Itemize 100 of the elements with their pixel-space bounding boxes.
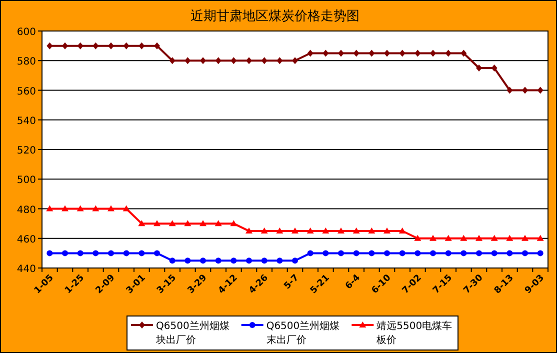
point xyxy=(444,234,452,241)
legend-label: Q6500兰州烟煤末出厂价 xyxy=(266,320,340,346)
point xyxy=(184,258,191,264)
point xyxy=(322,227,330,234)
point xyxy=(261,258,268,264)
point xyxy=(123,42,130,50)
point xyxy=(398,227,406,234)
point xyxy=(92,250,99,256)
point xyxy=(276,57,283,64)
point xyxy=(292,227,298,234)
point xyxy=(414,250,421,256)
point xyxy=(138,42,145,50)
point xyxy=(430,50,436,57)
point xyxy=(92,42,99,50)
point xyxy=(522,250,528,256)
point xyxy=(445,50,452,57)
point xyxy=(138,220,146,226)
y-tick-label: 500 xyxy=(16,175,36,186)
point xyxy=(276,227,284,234)
legend-label: 靖远5500电煤车板价 xyxy=(376,320,452,346)
point xyxy=(322,250,329,256)
point xyxy=(46,42,53,50)
point xyxy=(414,234,422,241)
point xyxy=(384,250,390,256)
point xyxy=(154,42,160,50)
point xyxy=(76,205,84,212)
point xyxy=(215,258,222,264)
point xyxy=(62,250,68,256)
point xyxy=(169,258,176,264)
point xyxy=(414,50,421,57)
point xyxy=(368,250,375,256)
point xyxy=(491,250,498,256)
point xyxy=(246,258,252,264)
point xyxy=(338,250,344,256)
point xyxy=(460,50,467,57)
point xyxy=(154,250,160,256)
point xyxy=(108,250,114,256)
point xyxy=(460,234,468,241)
point xyxy=(353,50,360,57)
point xyxy=(77,42,84,50)
legend-label: Q6500兰州烟煤块出厂价 xyxy=(155,320,230,346)
y-tick-label: 460 xyxy=(16,234,36,246)
point xyxy=(46,250,53,256)
point xyxy=(491,64,498,72)
point xyxy=(184,220,192,226)
y-tick-label: 580 xyxy=(16,56,36,68)
point xyxy=(292,57,298,64)
title: 近期甘肃地区煤炭价格走势图 xyxy=(190,9,360,24)
point xyxy=(276,258,283,264)
point xyxy=(154,220,160,226)
point xyxy=(92,205,100,212)
point xyxy=(506,250,513,256)
x-tick-label: 5-7 xyxy=(282,273,302,292)
point xyxy=(62,42,68,50)
point xyxy=(490,234,498,241)
point xyxy=(430,250,436,256)
point xyxy=(123,250,130,256)
point xyxy=(445,250,452,256)
y-tick-label: 540 xyxy=(16,116,36,127)
y-tick-label: 440 xyxy=(16,264,36,275)
y-tick-label: 600 xyxy=(16,27,36,38)
point xyxy=(62,205,68,212)
point xyxy=(368,50,375,57)
point xyxy=(307,50,314,57)
point xyxy=(215,57,222,64)
point xyxy=(261,57,268,64)
point xyxy=(168,220,176,226)
point xyxy=(108,42,114,50)
point xyxy=(476,234,482,241)
point xyxy=(306,227,314,234)
x-tick-label: 6-4 xyxy=(344,273,362,292)
point xyxy=(184,57,191,64)
point xyxy=(506,234,514,241)
point xyxy=(307,250,314,256)
point xyxy=(169,57,176,64)
point xyxy=(214,220,222,226)
y-tick-label: 480 xyxy=(16,204,36,216)
point xyxy=(77,250,84,256)
point xyxy=(338,50,344,57)
point xyxy=(476,64,482,72)
y-tick-label: 560 xyxy=(16,86,36,98)
point xyxy=(122,205,130,212)
point xyxy=(384,50,390,57)
point xyxy=(246,227,252,234)
point xyxy=(200,220,206,226)
point xyxy=(246,57,252,64)
point xyxy=(476,250,482,256)
point xyxy=(536,234,544,241)
point xyxy=(384,227,390,234)
point xyxy=(230,220,238,226)
point xyxy=(352,227,360,234)
point xyxy=(368,227,376,234)
point xyxy=(506,86,513,94)
point xyxy=(46,205,54,212)
point xyxy=(230,57,237,64)
point xyxy=(292,258,298,264)
point xyxy=(399,250,406,256)
point xyxy=(460,250,467,256)
point xyxy=(200,57,206,64)
point xyxy=(537,250,544,256)
